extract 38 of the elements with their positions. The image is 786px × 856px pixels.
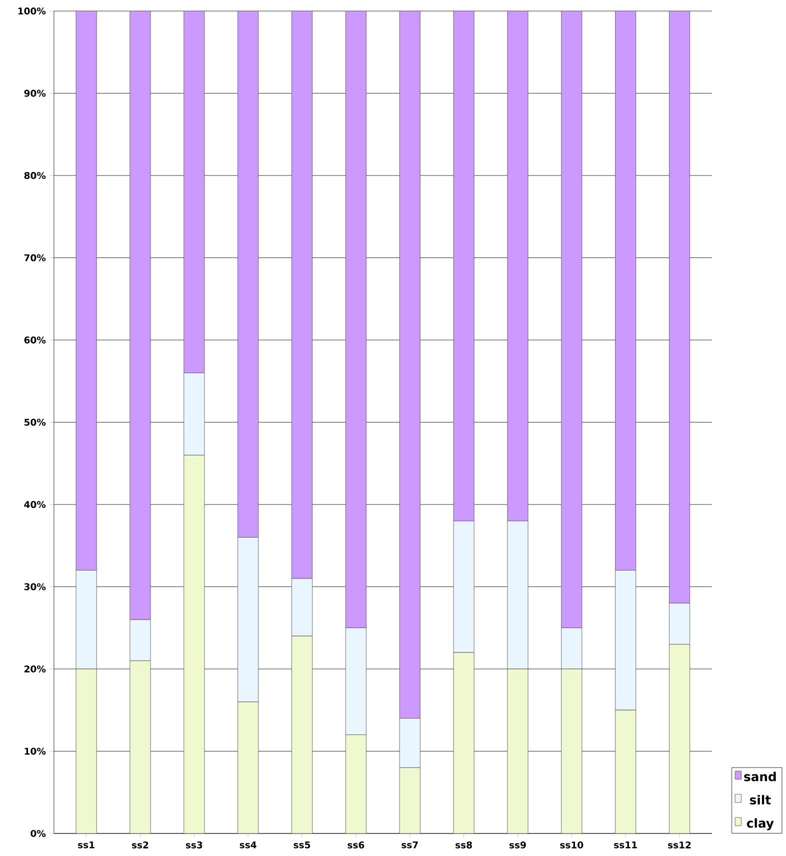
x-tick-label: ss10 bbox=[560, 841, 584, 848]
x-tick-label: ss8 bbox=[455, 841, 472, 848]
y-tick-label: 0% bbox=[30, 830, 46, 837]
bar bbox=[453, 652, 474, 834]
y-tick-label: 40% bbox=[24, 500, 46, 508]
legend-label: silt bbox=[750, 794, 771, 805]
y-tick-label: 80% bbox=[24, 172, 46, 180]
x-tick-label: ss9 bbox=[509, 841, 526, 848]
bar bbox=[76, 668, 97, 834]
x-tick-label: ss2 bbox=[132, 841, 148, 848]
legend-label: sand bbox=[744, 772, 776, 782]
x-tick-label: ss11 bbox=[614, 841, 637, 848]
bar bbox=[345, 734, 366, 834]
bar bbox=[291, 636, 312, 834]
y-tick-label: 10% bbox=[24, 748, 46, 755]
x-tick-label: ss3 bbox=[186, 841, 202, 848]
legend-label: clay bbox=[746, 818, 774, 830]
y-tick-label: 50% bbox=[24, 418, 46, 426]
bar bbox=[614, 710, 636, 834]
bar bbox=[130, 660, 151, 834]
bar bbox=[184, 454, 205, 834]
y-tick-label: 60% bbox=[24, 336, 46, 344]
y-tick-label: 100% bbox=[18, 8, 46, 15]
x-tick-label: ss7 bbox=[402, 841, 418, 848]
x-tick-label: ss6 bbox=[348, 841, 364, 848]
y-tick-label: 90% bbox=[24, 90, 46, 97]
y-tick-label: 20% bbox=[24, 665, 46, 672]
x-tick-label: ss12 bbox=[668, 841, 691, 848]
x-tick-label: ss5 bbox=[294, 841, 310, 848]
bar bbox=[399, 767, 420, 834]
bar bbox=[507, 668, 528, 834]
x-tick-label: ss4 bbox=[240, 841, 256, 848]
y-tick-label: 70% bbox=[24, 254, 46, 262]
bar bbox=[237, 702, 258, 834]
y-tick-label: 30% bbox=[24, 583, 46, 590]
bar bbox=[668, 644, 690, 834]
bar bbox=[561, 668, 582, 834]
x-tick-label: ss1 bbox=[78, 841, 94, 848]
